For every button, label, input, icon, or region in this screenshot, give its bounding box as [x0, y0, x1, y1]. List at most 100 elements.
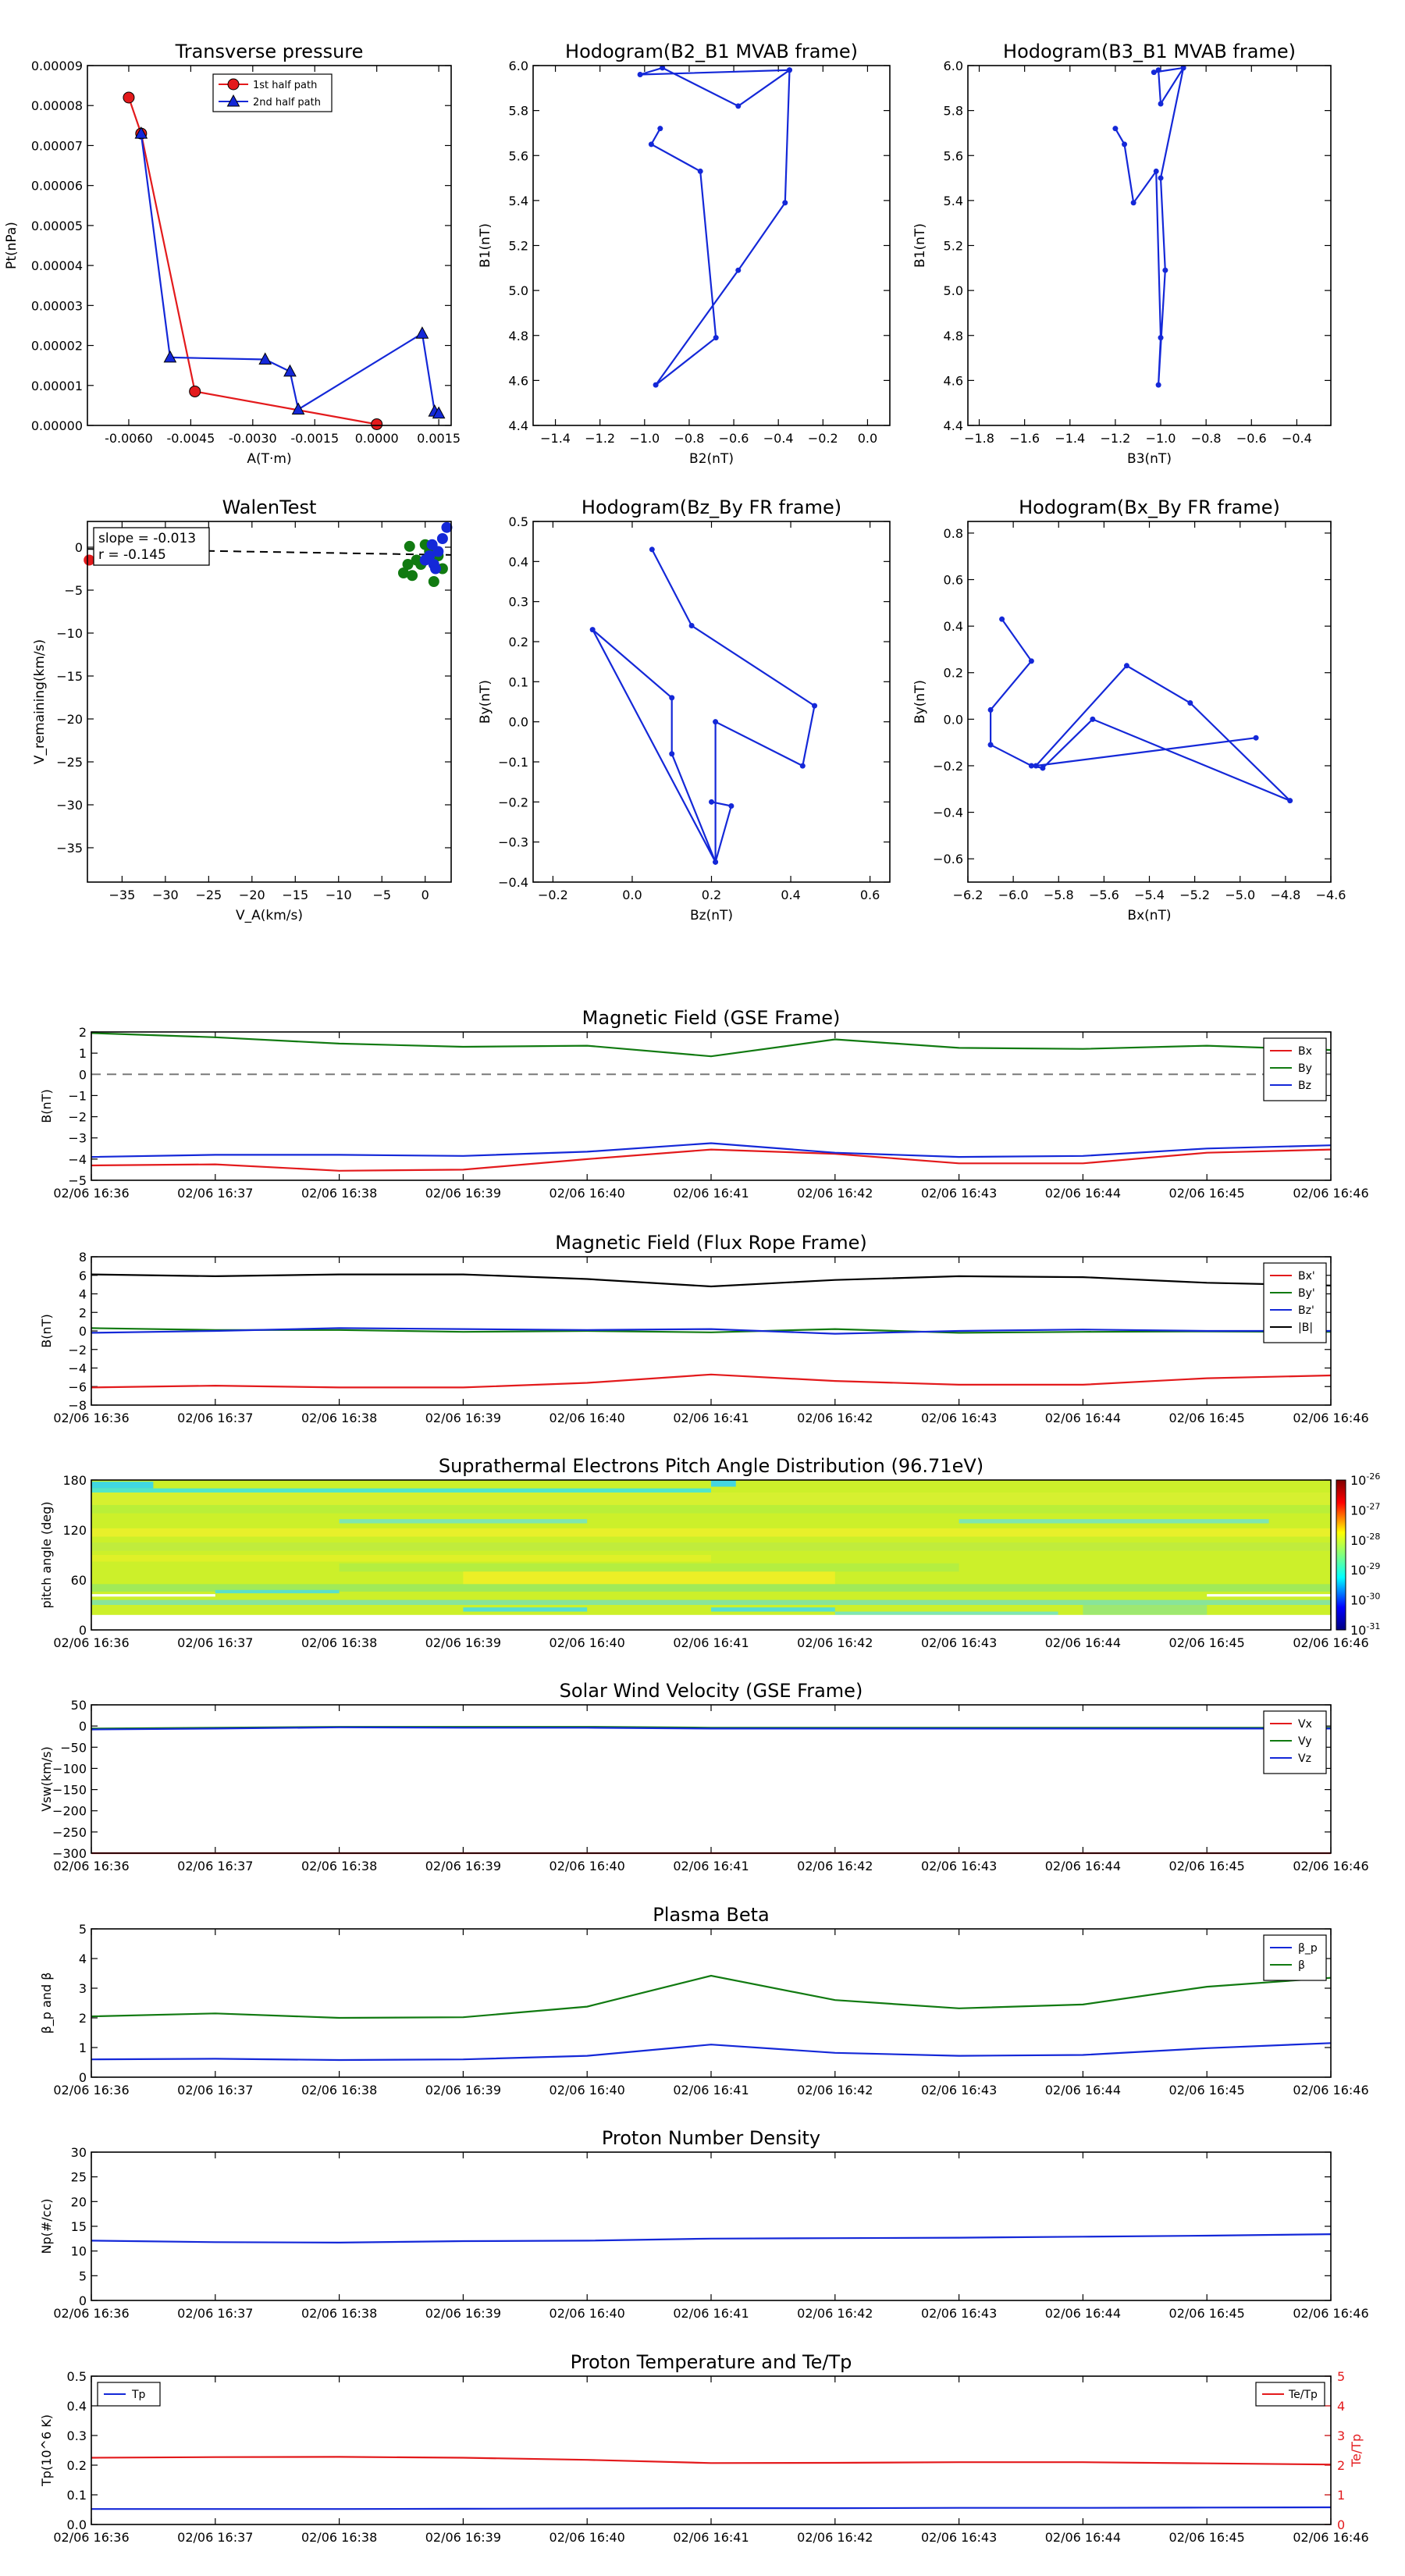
- series-line-hodogram: [990, 618, 1291, 802]
- data-point: [1287, 798, 1293, 804]
- x-tick-label: 02/06 16:43: [921, 1635, 997, 1650]
- x-tick-label: 0.0015: [417, 431, 461, 446]
- series-line-Bx': [91, 1373, 1332, 1389]
- x-tick-label: −6.0: [998, 888, 1029, 902]
- x-tick-label: 02/06 16:37: [177, 1186, 253, 1201]
- y-tick-label: 4.8: [944, 329, 963, 343]
- x-tick-label: 02/06 16:41: [673, 1411, 749, 1425]
- data-point: [649, 546, 655, 553]
- series-line-hodogram: [592, 549, 816, 865]
- x-tick-label: 0.2: [702, 888, 721, 902]
- y2-tick-label: 1: [1337, 2488, 1345, 2503]
- data-point: [999, 616, 1005, 622]
- h21-frame: [532, 65, 891, 426]
- legend-label: Vx: [1298, 1718, 1312, 1731]
- y-tick-label: 4.6: [509, 373, 528, 388]
- y2-tick-label: 2: [1337, 2458, 1345, 2473]
- y-tick-label: 0.1: [67, 2488, 87, 2503]
- series-line-Bx: [91, 1148, 1332, 1172]
- data-point: [713, 719, 719, 725]
- vsw-panel: Solar Wind Velocity (GSE Frame) 02/06 16:…: [39, 1680, 1369, 1873]
- x-tick-label: −1.0: [1146, 431, 1176, 446]
- x-tick-label: −0.4: [1282, 431, 1312, 446]
- y-tick-label: −1: [68, 1088, 87, 1103]
- y-tick-label: −20: [56, 712, 83, 727]
- series-line-By': [91, 1327, 1332, 1334]
- x-axis-label: Bz(nT): [690, 908, 733, 923]
- y-tick-label: −150: [52, 1783, 87, 1798]
- y2-tick-label: 3: [1337, 2428, 1345, 2443]
- y-tick-label: −0.4: [933, 806, 963, 820]
- x-tick-label: 02/06 16:39: [425, 1859, 501, 1873]
- pad-panel: Suprathermal Electrons Pitch Angle Distr…: [39, 1455, 1380, 1650]
- y-tick-label: 0.00007: [31, 138, 83, 153]
- legend-label: Bz: [1298, 1080, 1311, 1092]
- x-tick-label: 02/06 16:38: [301, 1411, 377, 1425]
- chart-title: Suprathermal Electrons Pitch Angle Distr…: [439, 1455, 984, 1477]
- x-tick-label: 02/06 16:39: [425, 1186, 501, 1201]
- x-tick-label: 02/06 16:43: [921, 1411, 997, 1425]
- x-tick-label: 0.6: [860, 888, 880, 902]
- heatmap-cell: [215, 1589, 340, 1594]
- y-tick-label: 0.00006: [31, 179, 83, 194]
- x-tick-label: 0.0: [622, 888, 642, 902]
- x-tick-label: −1.6: [1009, 431, 1040, 446]
- y-tick-label: 0.00005: [31, 219, 83, 233]
- y-tick-label: −2: [68, 1110, 87, 1125]
- heatmap-cell: [834, 1611, 1058, 1615]
- y-tick-label: 5.0: [509, 283, 528, 298]
- x-tick-label: −0.4: [763, 431, 794, 446]
- heatmap-cell: [1083, 1605, 1208, 1615]
- y-tick-label: 5.4: [509, 194, 528, 208]
- x-tick-label: 02/06 16:40: [550, 1635, 625, 1650]
- x-tick-label: −6.2: [953, 888, 984, 902]
- heatmap-cell: [711, 1480, 736, 1487]
- data-point: [419, 554, 431, 566]
- data-point: [735, 267, 742, 273]
- y2-tick-label: 5: [1337, 2369, 1345, 2384]
- y-tick-label: 60: [71, 1573, 87, 1588]
- y-tick-label: 6.0: [509, 59, 528, 73]
- y-tick-label: 8: [79, 1250, 87, 1265]
- x-tick-label: -0.0015: [290, 431, 339, 446]
- y-tick-label: 0: [79, 1067, 87, 1082]
- data-point: [1028, 658, 1034, 664]
- x-tick-label: 02/06 16:45: [1169, 2306, 1245, 2321]
- y-tick-label: −6: [68, 1379, 87, 1394]
- x-tick-label: −20: [239, 888, 265, 902]
- x-tick-label: 02/06 16:46: [1293, 1186, 1368, 1201]
- y-tick-label: 0.00008: [31, 98, 83, 113]
- x-tick-label: 02/06 16:43: [921, 2083, 997, 2097]
- x-tick-label: 02/06 16:42: [797, 1635, 873, 1650]
- y-tick-label: −100: [52, 1761, 87, 1776]
- data-marker: [371, 418, 383, 430]
- x-tick-label: 02/06 16:36: [53, 1186, 129, 1201]
- y-tick-label: 5.0: [944, 283, 963, 298]
- y-tick-label: 5.6: [944, 148, 963, 163]
- x-tick-label: 02/06 16:42: [797, 1186, 873, 1201]
- y-tick-label: 0.00002: [31, 339, 83, 354]
- data-marker: [415, 326, 429, 339]
- colorbar-base: 10-28: [1350, 1532, 1380, 1548]
- heatmap-cell: [339, 1563, 959, 1572]
- data-marker: [163, 350, 177, 363]
- data-point: [426, 539, 438, 550]
- tp-panel: Transverse pressure -0.0060 -0.0045 -0.0030…: [4, 41, 461, 467]
- x-tick-label: 02/06 16:44: [1045, 1859, 1121, 1873]
- y-tick-label: 0.4: [509, 554, 528, 569]
- heatmap-cell: [339, 1519, 588, 1524]
- series-line-hodogram: [1114, 66, 1185, 386]
- data-point: [404, 540, 415, 552]
- heatmap-cell: [91, 1488, 711, 1493]
- x-tick-label: 02/06 16:43: [921, 1859, 997, 1873]
- chart-title: Magnetic Field (Flux Rope Frame): [555, 1232, 866, 1254]
- y-tick-label: 6.0: [944, 59, 963, 73]
- y-tick-label: −3: [68, 1131, 87, 1146]
- x-tick-label: −1.0: [629, 431, 660, 446]
- y-axis-label: Np(#/cc): [39, 2199, 54, 2254]
- beta-panel: Plasma Beta 02/06 16:36 02/06 16:37 02/06 1…: [39, 1904, 1369, 2097]
- data-point: [713, 335, 719, 341]
- data-point: [1158, 175, 1164, 181]
- y2-tick-label: 4: [1337, 2399, 1345, 2414]
